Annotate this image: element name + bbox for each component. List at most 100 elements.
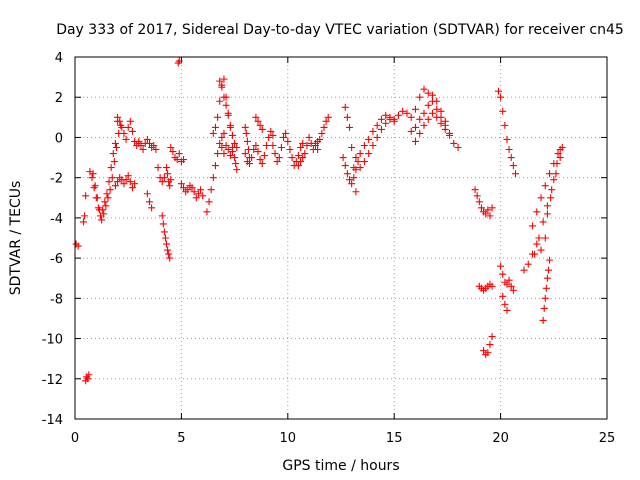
data-point — [120, 180, 128, 188]
data-point — [547, 194, 555, 202]
data-point — [377, 115, 385, 123]
data-point — [143, 190, 151, 198]
data-point — [477, 204, 485, 212]
data-point — [160, 174, 168, 182]
data-point — [556, 154, 564, 162]
data-point — [194, 190, 202, 198]
data-point — [263, 141, 271, 149]
data-point — [314, 146, 322, 154]
data-point — [420, 85, 428, 93]
data-point — [205, 198, 213, 206]
data-point — [265, 133, 273, 141]
data-point — [484, 349, 492, 357]
data-point — [166, 182, 174, 190]
data-point — [137, 141, 145, 149]
data-point — [424, 89, 432, 97]
data-point — [139, 146, 147, 154]
data-point — [377, 125, 385, 133]
data-point — [441, 125, 449, 133]
data-point — [150, 141, 158, 149]
data-point — [294, 152, 302, 160]
data-point — [407, 127, 415, 135]
data-point — [110, 158, 118, 166]
data-point — [475, 198, 483, 206]
data-point — [541, 182, 549, 190]
x-tick-label: 5 — [177, 431, 185, 446]
data-point — [284, 137, 292, 145]
data-point — [214, 150, 222, 158]
data-point — [548, 186, 556, 194]
data-point — [420, 121, 428, 129]
data-point — [81, 212, 89, 220]
data-point — [507, 282, 515, 290]
data-point — [411, 123, 419, 131]
data-point — [109, 150, 117, 158]
data-point — [275, 154, 283, 162]
data-point — [175, 150, 183, 158]
x-tick-label: 15 — [386, 431, 403, 446]
data-point — [101, 198, 109, 206]
data-point — [91, 182, 99, 190]
data-point — [360, 141, 368, 149]
data-point — [148, 204, 156, 212]
data-point — [154, 164, 162, 172]
data-point — [424, 101, 432, 109]
data-point — [233, 144, 241, 151]
data-point — [499, 270, 507, 278]
data-point — [122, 135, 130, 143]
data-point — [216, 139, 224, 147]
data-point — [373, 121, 381, 129]
data-point — [190, 188, 198, 196]
data-point — [216, 97, 224, 105]
data-point — [209, 129, 217, 137]
data-point — [343, 113, 351, 121]
data-point — [218, 133, 226, 141]
data-point — [486, 341, 494, 349]
data-point — [258, 125, 266, 133]
data-point — [511, 170, 519, 178]
data-point — [499, 107, 507, 115]
data-point — [416, 93, 424, 101]
data-point — [299, 139, 307, 147]
data-point — [356, 164, 364, 172]
data-point — [303, 141, 311, 149]
data-point — [540, 304, 548, 312]
data-point — [446, 129, 454, 137]
data-point — [348, 144, 356, 151]
data-point — [503, 306, 511, 314]
data-point — [169, 148, 177, 156]
y-tick-label: 0 — [55, 131, 63, 146]
data-point — [104, 194, 112, 202]
data-point — [126, 117, 134, 125]
data-point — [82, 192, 90, 200]
data-point — [84, 375, 92, 383]
data-point — [369, 127, 377, 135]
data-point — [539, 316, 547, 324]
data-point — [509, 286, 517, 294]
data-point — [220, 75, 228, 83]
data-point — [203, 208, 211, 216]
x-axis-label: GPS time / hours — [282, 458, 399, 474]
data-point — [346, 176, 354, 184]
data-point — [501, 300, 509, 308]
data-point — [243, 137, 251, 145]
data-point — [301, 150, 309, 158]
data-point — [269, 131, 277, 139]
data-point — [497, 93, 505, 101]
data-point — [488, 204, 496, 212]
data-point — [231, 154, 239, 162]
data-point — [173, 156, 181, 164]
data-point — [454, 144, 462, 151]
data-point — [218, 83, 226, 91]
data-point — [126, 178, 134, 186]
data-point — [299, 154, 307, 162]
data-point — [486, 212, 494, 220]
y-tick-label: -6 — [50, 252, 63, 267]
data-point — [85, 371, 93, 379]
data-point — [143, 135, 151, 143]
data-point — [416, 115, 424, 123]
data-point — [501, 121, 509, 129]
data-point — [211, 162, 219, 170]
data-point — [369, 141, 377, 149]
y-tick-label: -10 — [42, 333, 63, 348]
